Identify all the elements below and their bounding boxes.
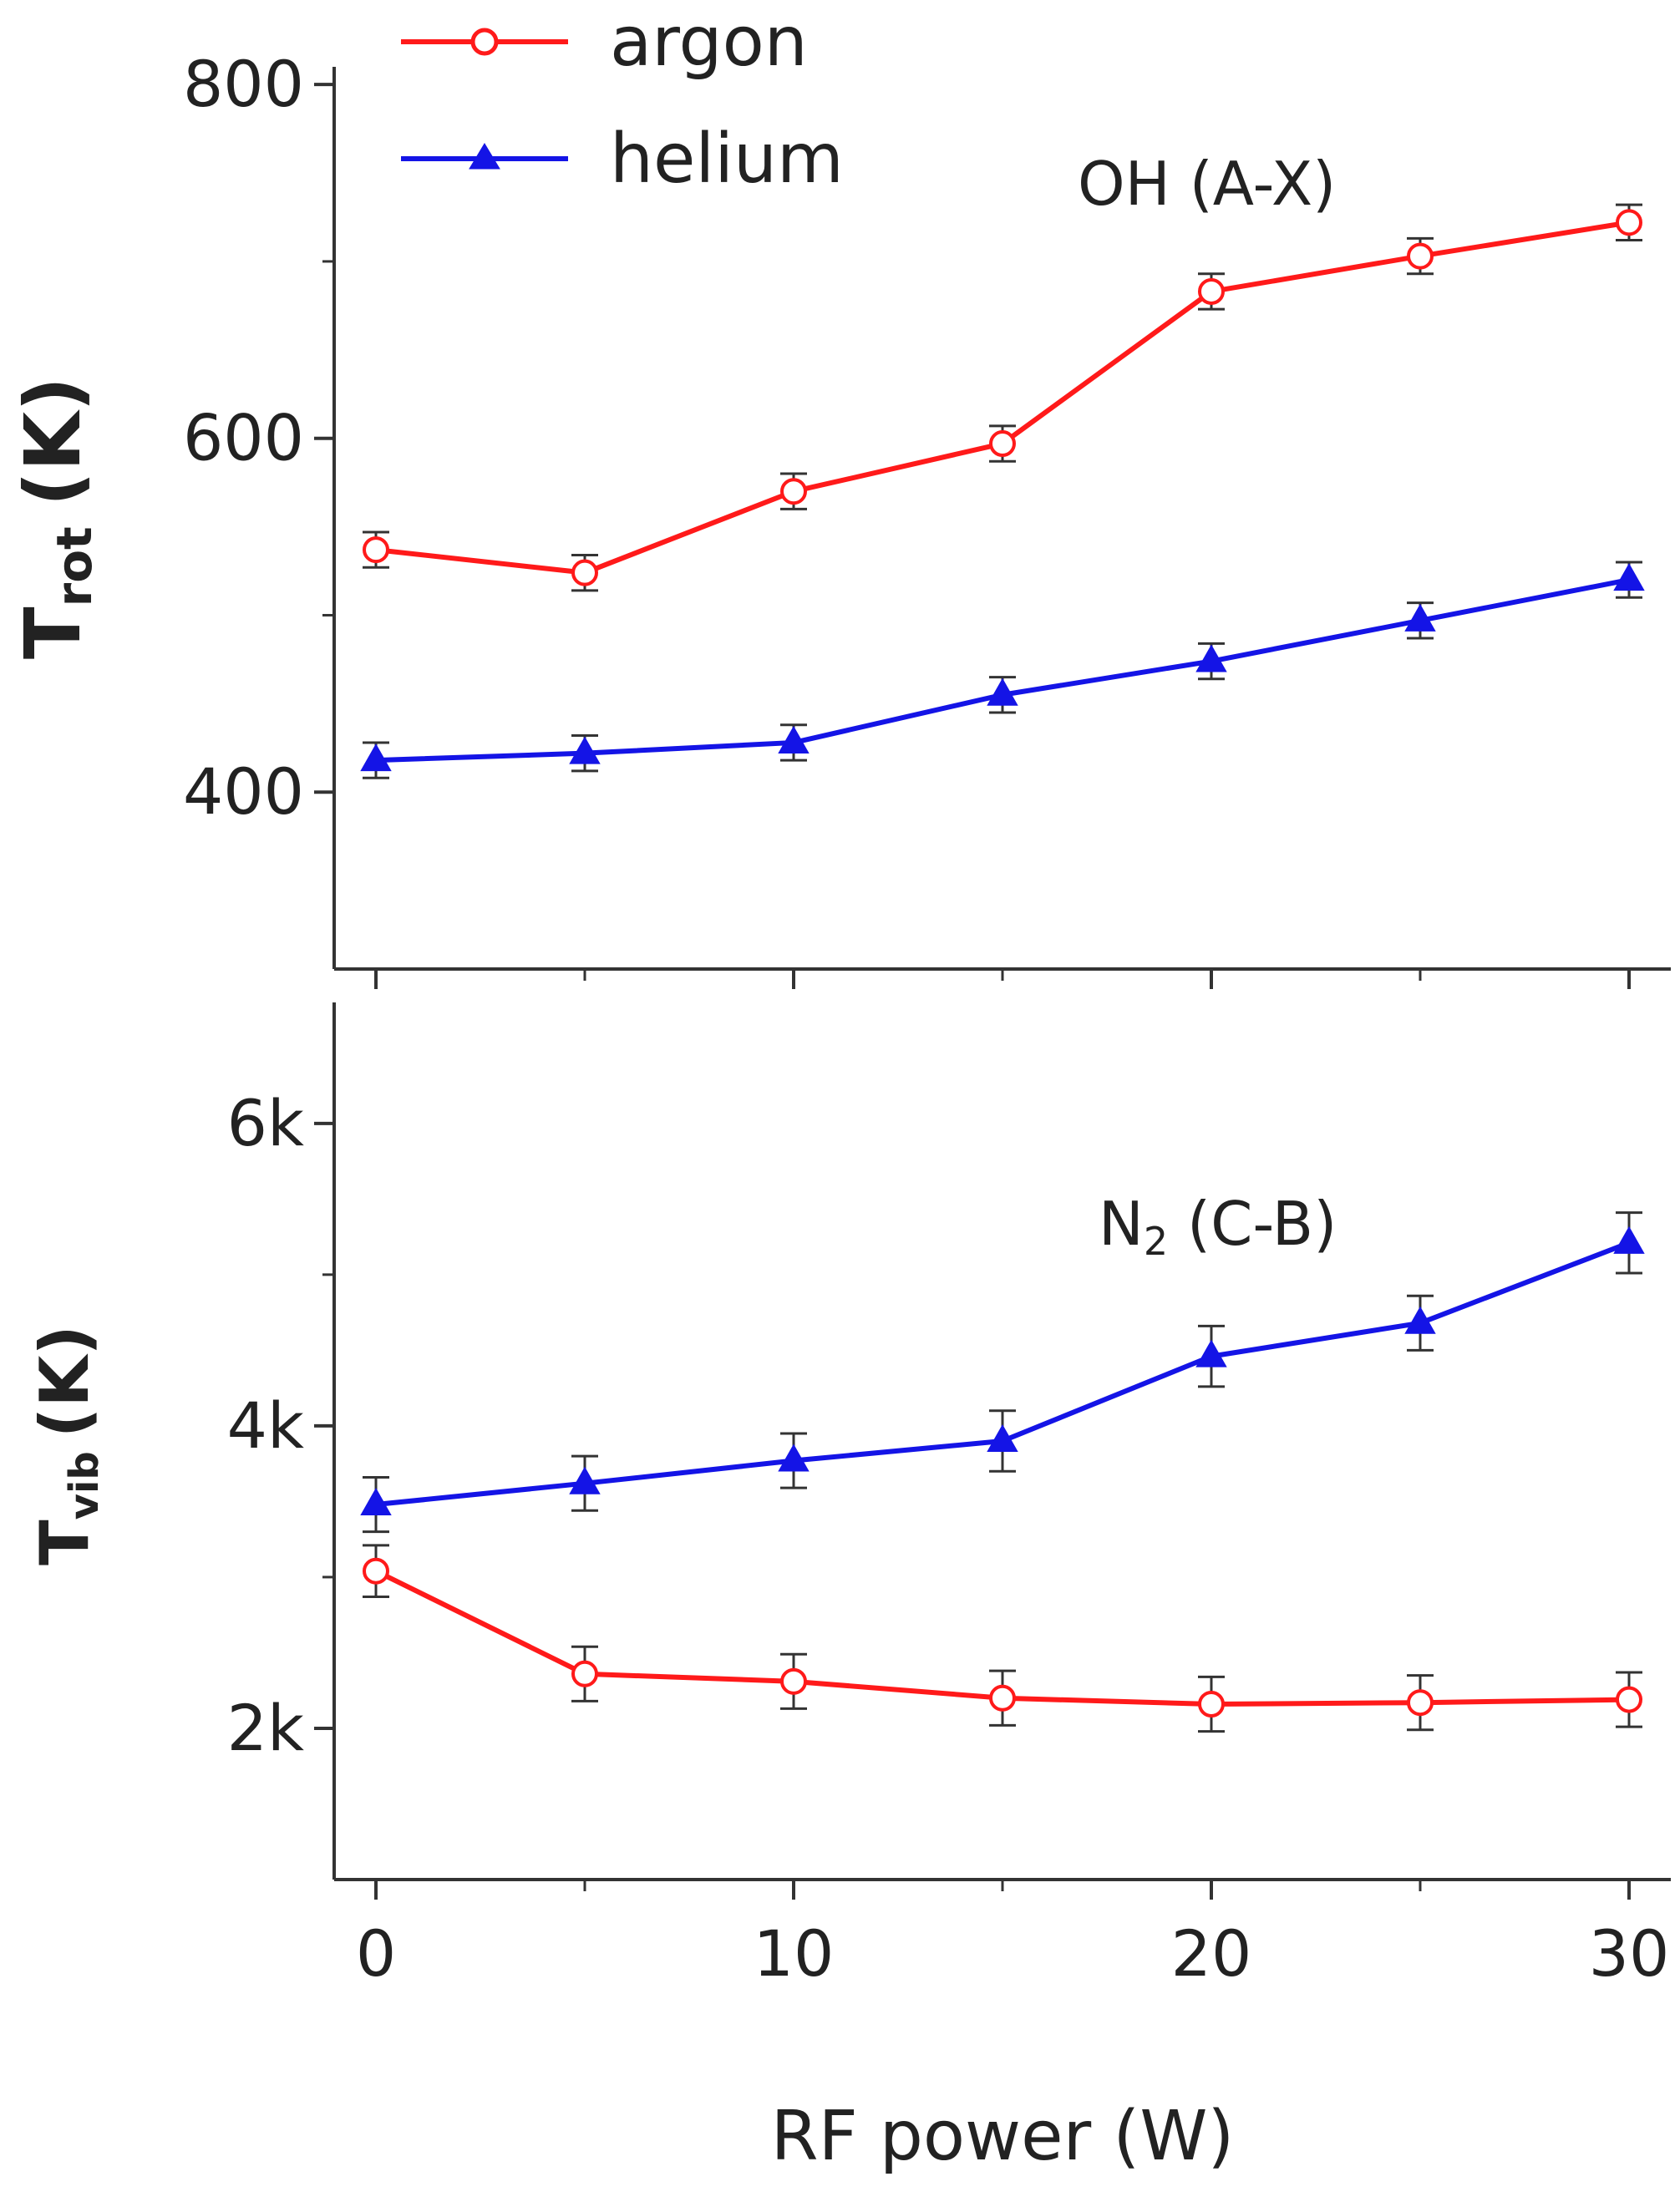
top-argon-point — [1407, 242, 1434, 270]
bottom-argon-point — [363, 1557, 389, 1585]
open-circle-icon — [470, 28, 499, 56]
top-y-title-unit: (K) — [8, 377, 98, 506]
bottom-y-tick-label: 6k — [227, 1086, 304, 1160]
bottom-argon-point — [780, 1667, 807, 1695]
bottom-argon-point — [1198, 1691, 1225, 1718]
top-helium-point — [1195, 644, 1227, 672]
top-argon-point — [363, 536, 389, 564]
top-series-argon — [363, 203, 1642, 592]
bottom-annot-sub: 2 — [1144, 1219, 1168, 1264]
top-panel-annotation: OH (A-X) — [1078, 149, 1336, 219]
top-series-helium — [360, 561, 1645, 779]
top-panel: 400 600 800 OH (A-X) Trot (K) — [8, 47, 1671, 989]
bottom-y-tick-label: 2k — [227, 1691, 304, 1765]
legend-helium-label: helium — [610, 119, 844, 199]
x-tick-label: 10 — [754, 1916, 835, 1991]
x-tick-label: 0 — [356, 1916, 396, 1991]
legend: argon helium — [401, 3, 844, 199]
top-y-axis-title: Trot (K) — [8, 377, 103, 659]
top-argon-point — [780, 478, 807, 505]
top-y-tick-label: 600 — [183, 401, 304, 475]
bottom-y-ticks: 2k 4k 6k — [227, 1086, 334, 1765]
bottom-argon-point — [1407, 1689, 1434, 1717]
bottom-panel: 2k 4k 6k 0 10 20 30 N2 (C-B) Tvib (K) RF power… — [26, 1002, 1671, 2176]
bottom-argon-point — [571, 1660, 598, 1687]
top-helium-point — [1613, 563, 1645, 591]
bottom-x-ticks: 0 10 20 30 — [356, 1880, 1670, 1991]
bottom-y-axis-title: Tvib (K) — [26, 1325, 108, 1565]
bottom-panel-annotation: N2 (C-B) — [1099, 1189, 1337, 1264]
bottom-helium-point — [1195, 1339, 1227, 1367]
bottom-annot-main: N — [1099, 1189, 1144, 1259]
top-argon-point — [571, 559, 598, 586]
top-helium-point — [1404, 603, 1436, 632]
top-y-title-main: T — [8, 606, 98, 659]
bottom-helium-point — [987, 1423, 1018, 1452]
top-y-ticks: 400 600 800 — [183, 47, 334, 829]
bottom-helium-point — [778, 1444, 810, 1472]
x-tick-label: 30 — [1589, 1916, 1670, 1991]
bottom-helium-point — [569, 1466, 601, 1494]
bottom-y-tick-label: 4k — [227, 1388, 304, 1463]
bottom-argon-point — [1616, 1686, 1642, 1713]
bottom-argon-point — [989, 1684, 1016, 1712]
top-x-ticks — [374, 969, 1631, 989]
bottom-helium-point — [1404, 1306, 1436, 1334]
legend-argon-label: argon — [610, 3, 808, 82]
x-tick-label: 20 — [1171, 1916, 1252, 1991]
top-series — [360, 203, 1645, 779]
top-helium-point — [360, 743, 392, 772]
top-y-tick-label: 400 — [183, 754, 304, 829]
top-argon-line — [375, 220, 1630, 576]
top-helium-line — [375, 577, 1630, 764]
top-argon-point — [989, 430, 1016, 458]
bottom-series-helium — [360, 1211, 1645, 1534]
top-helium-point — [987, 677, 1018, 706]
bottom-annot-suffix: (C-B) — [1168, 1189, 1337, 1259]
top-y-title-sub: rot — [46, 526, 103, 606]
bottom-series — [360, 1211, 1645, 1733]
legend-item-argon: argon — [401, 3, 808, 82]
top-argon-point — [1198, 277, 1225, 305]
legend-item-helium: helium — [401, 119, 844, 199]
bottom-series-argon — [363, 1544, 1642, 1733]
bottom-y-title-sub: vib — [61, 1451, 108, 1520]
top-y-tick-label: 800 — [183, 47, 304, 121]
bottom-y-title-unit: (K) — [26, 1325, 104, 1438]
bottom-y-title-main: T — [26, 1520, 104, 1565]
filled-triangle-icon — [469, 143, 500, 170]
top-helium-point — [778, 725, 810, 753]
bottom-helium-point — [1613, 1225, 1645, 1254]
x-axis-title: RF power (W) — [771, 2097, 1235, 2176]
top-helium-point — [569, 736, 601, 764]
top-argon-point — [1616, 209, 1642, 236]
bottom-helium-point — [360, 1488, 392, 1516]
